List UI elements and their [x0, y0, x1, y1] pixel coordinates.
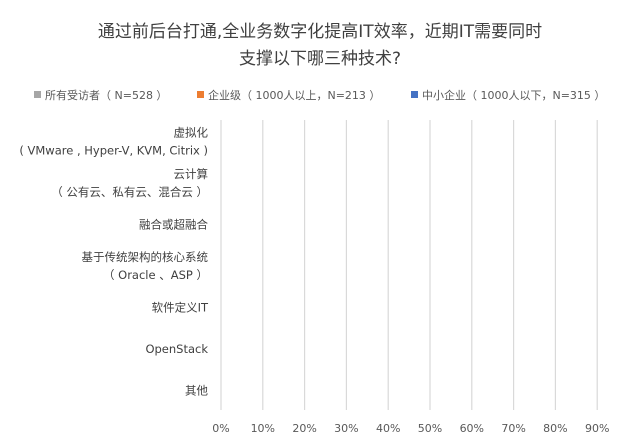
x-tick-label: 40%	[376, 422, 400, 435]
x-tick-label: 30%	[334, 422, 358, 435]
category-label-line: 云计算	[174, 167, 209, 181]
legend-swatch	[197, 91, 204, 98]
x-tick-label: 10%	[251, 422, 275, 435]
category-label: 软件定义IT	[152, 300, 209, 314]
chart-title-line: 通过前后台打通,全业务数字化提高IT效率，近期IT需要同时	[98, 22, 542, 42]
legend-entry: 企业级（ 1000人以上，N=213 ）	[208, 88, 380, 102]
category-label: 云计算 （ 公有云、私有云、混合云 ）	[51, 167, 208, 199]
x-tick-label: 80%	[543, 422, 567, 435]
x-tick-label: 50%	[418, 422, 442, 435]
legend-entry: 所有受访者（ N=528 ）	[45, 88, 167, 102]
x-tick-label: 90%	[585, 422, 609, 435]
category-label: 基于传统架构的核心系统 （ Oracle 、ASP ）	[82, 250, 209, 282]
category-label-line: 软件定义IT	[152, 300, 209, 314]
category-label-line: 虚拟化	[174, 126, 209, 140]
category-label: 融合或超融合	[139, 218, 208, 232]
legend-swatch	[34, 91, 41, 98]
category-label-line: 融合或超融合	[139, 218, 208, 232]
chart-title-line: 支撑以下哪三种技术?	[239, 49, 401, 69]
category-label-line: （ 公有云、私有云、混合云 ）	[51, 185, 208, 199]
category-label: OpenStack	[145, 342, 208, 356]
legend-entry: 中小企业（ 1000人以下，N=315 ）	[422, 88, 605, 102]
x-tick-label: 70%	[501, 422, 525, 435]
x-tick-label: 0%	[212, 422, 229, 435]
category-label-line: ( VMware , Hyper-V, KVM, Citrix )	[19, 144, 208, 158]
x-tick-label: 20%	[292, 422, 316, 435]
category-label: 其他	[185, 383, 208, 397]
category-label-line: 其他	[185, 383, 208, 397]
category-label-line: （ Oracle 、ASP ）	[103, 268, 208, 282]
legend-swatch	[411, 91, 418, 98]
category-label-line: 基于传统架构的核心系统	[82, 250, 209, 264]
x-tick-label: 60%	[460, 422, 484, 435]
category-label-line: OpenStack	[145, 342, 208, 356]
category-label: 虚拟化 ( VMware , Hyper-V, KVM, Citrix )	[19, 126, 208, 158]
